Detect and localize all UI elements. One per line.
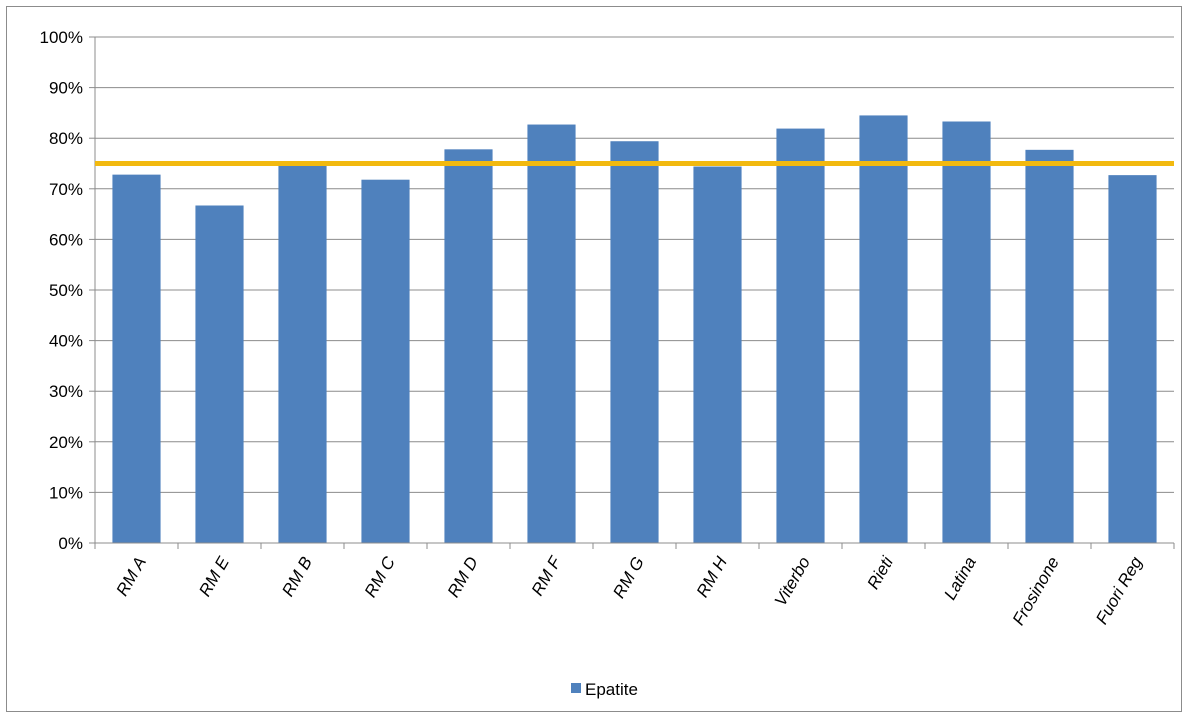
bars xyxy=(112,115,1157,544)
y-tick-label: 70% xyxy=(49,180,83,199)
bar xyxy=(693,166,742,543)
x-tick-label: RM E xyxy=(195,553,233,600)
x-axis-labels: RM A RM E RM B RM C RM D RM F RM G RM H Viterbo R… xyxy=(113,552,1147,628)
legend-swatch xyxy=(571,683,581,693)
x-tick-label: RM B xyxy=(278,554,316,600)
bar xyxy=(776,128,825,543)
y-tick-label: 60% xyxy=(49,230,83,249)
x-tick-label: Fuori Reg xyxy=(1092,553,1146,628)
bar xyxy=(278,165,327,543)
bar xyxy=(195,205,244,544)
bar xyxy=(361,179,410,543)
y-axis-ticks: 0% 10% 20% 30% 40% 50% 60% 70% 80% 90% 100% xyxy=(40,28,95,553)
x-tick-label: RM D xyxy=(444,554,482,601)
axes xyxy=(94,37,1175,549)
y-tick-label: 0% xyxy=(58,534,83,553)
bar xyxy=(1025,149,1074,543)
bar xyxy=(527,124,576,544)
x-tick-label: Viterbo xyxy=(771,554,814,610)
y-tick-label: 30% xyxy=(49,382,83,401)
bar xyxy=(942,121,991,543)
x-tick-label: RM F xyxy=(528,552,566,599)
bar xyxy=(859,115,908,544)
bar xyxy=(1108,175,1157,543)
x-tick-label: RM H xyxy=(693,553,732,601)
y-tick-label: 90% xyxy=(49,79,83,98)
bar xyxy=(610,141,659,543)
y-tick-label: 50% xyxy=(49,281,83,300)
y-tick-label: 80% xyxy=(49,129,83,148)
y-tick-label: 100% xyxy=(40,28,83,47)
bar xyxy=(112,174,161,543)
x-tick-label: Latina xyxy=(940,554,980,604)
y-tick-label: 20% xyxy=(49,433,83,452)
x-tick-label: Frosinone xyxy=(1009,554,1063,629)
y-tick-label: 10% xyxy=(49,483,83,502)
x-tick-label: RM A xyxy=(113,554,150,600)
legend: Epatite xyxy=(571,680,638,699)
bar xyxy=(444,149,493,543)
legend-label: Epatite xyxy=(585,680,638,699)
x-tick-label: Rieti xyxy=(864,552,898,592)
x-tick-label: RM C xyxy=(361,553,400,601)
x-tick-label: RM G xyxy=(609,554,648,602)
y-tick-label: 40% xyxy=(49,332,83,351)
